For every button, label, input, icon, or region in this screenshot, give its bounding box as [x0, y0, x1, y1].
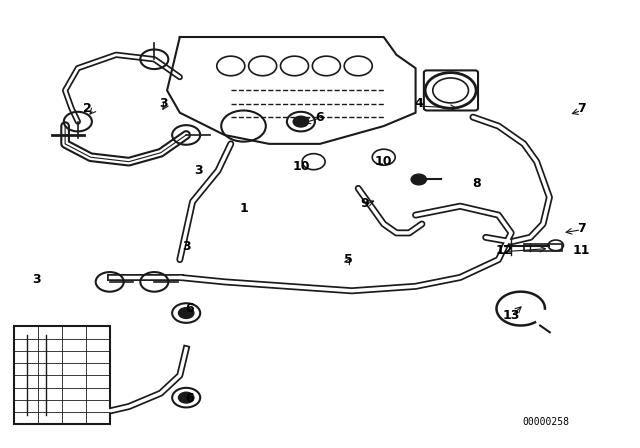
Bar: [14, 327, 109, 424]
Text: 9: 9: [360, 198, 369, 211]
Text: 1: 1: [239, 202, 248, 215]
Text: 2: 2: [83, 102, 92, 115]
Bar: [524, 245, 562, 251]
Text: 10: 10: [292, 159, 310, 172]
Text: 3: 3: [182, 240, 191, 253]
Text: 3: 3: [32, 273, 41, 286]
Text: 4: 4: [414, 97, 423, 110]
Text: 6: 6: [316, 111, 324, 124]
Text: 11: 11: [573, 244, 590, 257]
Text: 13: 13: [502, 309, 520, 322]
Text: 7: 7: [577, 102, 586, 115]
FancyBboxPatch shape: [424, 70, 478, 111]
Text: 7: 7: [577, 222, 586, 235]
Circle shape: [293, 116, 308, 127]
Text: 6: 6: [185, 392, 194, 405]
Circle shape: [179, 308, 194, 319]
Text: 3: 3: [195, 164, 204, 177]
Text: 3: 3: [159, 97, 168, 110]
Circle shape: [179, 392, 194, 403]
Text: 12: 12: [496, 244, 513, 257]
Text: 8: 8: [472, 177, 481, 190]
Circle shape: [411, 174, 426, 185]
Text: 10: 10: [375, 155, 392, 168]
Text: 5: 5: [344, 253, 353, 266]
Text: 00000258: 00000258: [523, 417, 570, 426]
Text: 6: 6: [185, 302, 194, 315]
